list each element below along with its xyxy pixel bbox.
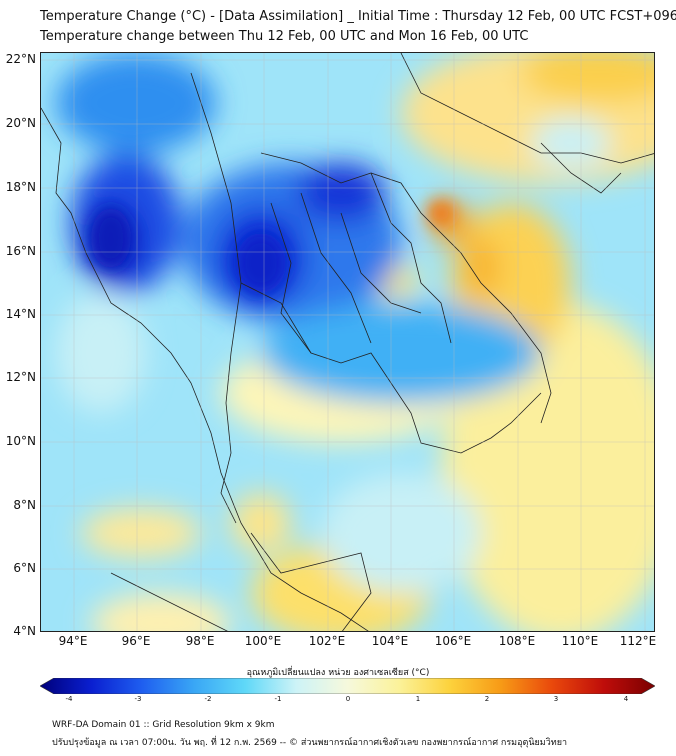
lat-label: 8°N <box>13 498 36 512</box>
colorbar-tick: -3 <box>134 695 142 703</box>
colorbar-tick: 1 <box>415 695 421 703</box>
colorbar-tick: 0 <box>345 695 351 703</box>
colorbar-tick: -1 <box>274 695 282 703</box>
footer-line1: WRF-DA Domain 01 :: Grid Resolution 9km … <box>52 720 275 730</box>
lon-label: 106°E <box>434 634 472 648</box>
graticule <box>41 53 654 631</box>
colorbar-tick: -2 <box>204 695 212 703</box>
colorbar <box>40 678 655 694</box>
lat-label: 22°N <box>5 52 36 66</box>
colorbar-tick: 3 <box>553 695 559 703</box>
colorbar-title: อุณหภูมิเปลี่ยนแปลง หน่วย องศาเซลเซียส (… <box>246 668 430 678</box>
map-title-line2: Temperature change between Thu 12 Feb, 0… <box>40 29 529 44</box>
lat-label: 12°N <box>5 370 36 384</box>
lat-label: 18°N <box>5 180 36 194</box>
lon-label: 98°E <box>185 634 215 648</box>
lon-label: 112°E <box>619 634 657 648</box>
colorbar-tick: 4 <box>623 695 629 703</box>
lon-label: 94°E <box>58 634 88 648</box>
temperature-change-map <box>40 52 655 632</box>
lat-label: 14°N <box>5 307 36 321</box>
lat-label: 20°N <box>5 116 36 130</box>
lat-label: 16°N <box>5 244 36 258</box>
lat-label: 4°N <box>13 624 36 638</box>
lon-label: 104°E <box>371 634 409 648</box>
footer-line2: ปรับปรุงข้อมูล ณ เวลา 07:00น. วัน พฤ. ที… <box>52 738 568 748</box>
lat-label: 10°N <box>5 434 36 448</box>
lat-label: 6°N <box>13 561 36 575</box>
lon-label: 102°E <box>308 634 346 648</box>
lon-label: 96°E <box>121 634 151 648</box>
map-canvas <box>41 53 654 631</box>
lon-label: 100°E <box>244 634 282 648</box>
coastlines-borders <box>41 53 654 631</box>
temperature-field <box>56 53 654 631</box>
colorbar-tick: 2 <box>484 695 490 703</box>
lon-label: 110°E <box>561 634 599 648</box>
lon-label: 108°E <box>498 634 536 648</box>
colorbar-tick: -4 <box>65 695 73 703</box>
map-title-line1: Temperature Change (°C) - [Data Assimila… <box>40 9 676 24</box>
